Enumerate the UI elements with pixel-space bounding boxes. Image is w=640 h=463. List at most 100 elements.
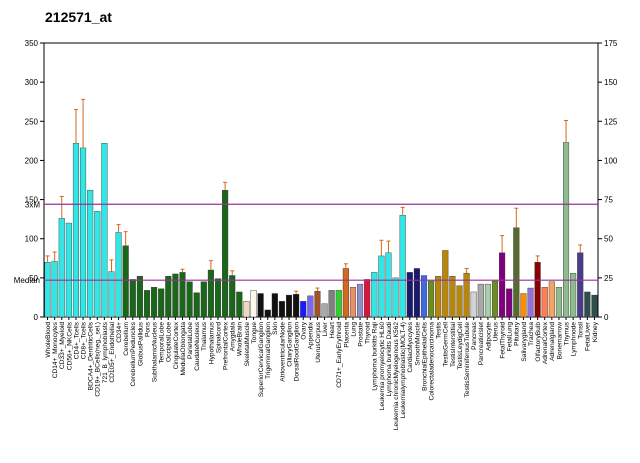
x-tick-label: CerebellumPeduncles [130,321,137,386]
bar [342,268,349,318]
bar [413,268,420,318]
bar [179,272,186,318]
x-tick-label: UterusCorpus [315,321,322,362]
y2-tick-label: 150 [604,78,618,87]
x-tick-label: Lymphoma burkitts Daudi [386,321,393,396]
bar [94,211,101,318]
bar [108,271,115,318]
reference-label: 3xM [25,200,40,209]
x-tick-label: SubthalamicNucleus [151,321,158,382]
bar [151,287,158,318]
x-tick-label: Thyroid [365,322,372,344]
x-tick-label: CD8+_Tcells [80,321,87,359]
x-tick-label: Adipocyte [485,322,492,351]
x-tick-label: Leukemia chronicMyelogenous K562 [393,322,400,430]
x-tick-label: BronchialEpithelialCells [421,321,428,391]
bar [165,276,172,318]
x-tick-label: TestisGermCell [443,321,450,366]
x-tick-label: CaudateNucleus [194,321,201,370]
bar [584,291,591,318]
x-tick-label: MedullaOblongata [180,322,187,376]
x-tick-label: BDCA4+_DentriticCells [88,321,95,390]
x-tick-label: CiliaryGanglion [286,322,293,367]
bar [449,276,456,318]
bar [129,279,136,318]
bar [285,294,293,318]
bar [513,227,520,318]
bar [562,142,570,318]
y-tick-label: 0 [34,313,39,322]
x-tick-label: PancreaticIslet [478,322,485,365]
x-tick-label: CD56+_NKCells [66,321,73,370]
x-tick-label: Uterus [492,321,499,341]
x-tick-label: FetalThyroid [500,322,507,359]
x-tick-label: Trachea [528,322,535,346]
bar [555,287,562,318]
bar [186,281,193,318]
x-tick-label: Skin [272,322,279,335]
x-tick-label: Liver [322,321,329,336]
bar [399,215,406,318]
x-tick-label: DorsalRootGanglion [294,322,301,382]
x-tick-label: OccipitalLobe [166,322,173,362]
x-tick-label: FetalLiver [585,321,592,351]
bar [264,309,271,318]
x-tick-label: Testis [436,321,443,339]
bar [357,283,364,318]
reference-label: Median [14,276,40,285]
bar [250,290,257,318]
bar [65,222,72,318]
bar [378,255,385,318]
x-tick-label: CingulateCortex [173,321,180,369]
bar [484,283,491,318]
bar [122,245,129,318]
bar [193,292,200,318]
bar [72,143,80,318]
x-tick-label: Bonemarrow [556,322,563,360]
bar [51,261,58,318]
bar [321,303,328,318]
x-tick-label: CD71+_EarlyErythroid [336,322,343,388]
bar [541,287,548,318]
x-tick-label: Tongue [251,322,258,344]
bar [44,262,51,318]
x-tick-label: Kidney [592,321,599,342]
x-tick-label: Lymphnode [571,322,578,357]
bar [470,291,477,318]
chart-title: 212571_at [45,9,112,25]
x-tick-label: Leukemialymphoblastic(MOLT-4) [400,322,407,418]
x-tick-label: Thymus [563,321,570,345]
x-tick-label: Pancreas [471,321,478,350]
y2-tick-label: 75 [604,196,613,205]
bar [548,281,555,318]
x-tick-label: 721_B_lymphoblasts [102,321,109,383]
x-tick-label: Salivarygland [521,322,528,362]
bar [278,301,285,318]
x-tick-label: GlobusPallidus [137,321,144,366]
x-tick-label: Lymphoma burkitts Raji [372,321,379,390]
x-tick-label: SuperiorCervicalGanglion [258,322,265,397]
x-tick-label: PrefrontalCortex [223,321,230,370]
x-tick-label: CD14+_Monocytes [52,321,59,378]
y2-tick-label: 0 [604,313,609,322]
x-tick-label: ParietalLobe [187,322,194,359]
bar [207,269,214,318]
bar [385,252,392,318]
x-tick-label: Placenta [343,322,350,348]
x-tick-label: OlfactoryBulb [535,322,542,362]
y2-tick-label: 100 [604,156,618,165]
x-tick-label: Ovary [301,321,308,339]
x-tick-label: Cerebellum [123,321,130,355]
x-tick-label: Colorectaladenocarcinoma [428,322,435,401]
bar [335,290,342,318]
x-tick-label: Adrenalgland [549,322,556,361]
x-tick-label: Leukemia promyelocytic HL60 [379,322,386,411]
bar [143,290,151,318]
y-tick-label: 150 [25,196,39,205]
plot-frame [43,42,599,318]
bar [499,252,506,318]
bar [527,287,534,318]
x-tick-label: Hypothalamus [208,321,215,364]
bar [271,293,278,318]
